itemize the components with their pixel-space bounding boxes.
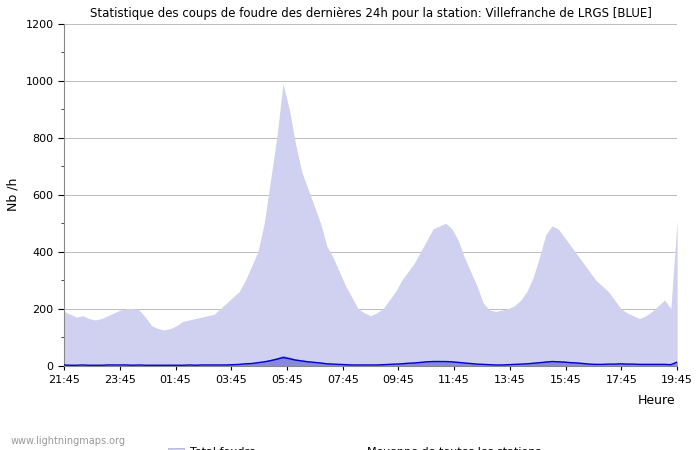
Text: www.lightningmaps.org: www.lightningmaps.org — [10, 436, 125, 446]
Text: Heure: Heure — [638, 394, 676, 407]
Title: Statistique des coups de foudre des dernières 24h pour la station: Villefranche : Statistique des coups de foudre des dern… — [90, 7, 652, 20]
Y-axis label: Nb /h: Nb /h — [7, 178, 20, 212]
